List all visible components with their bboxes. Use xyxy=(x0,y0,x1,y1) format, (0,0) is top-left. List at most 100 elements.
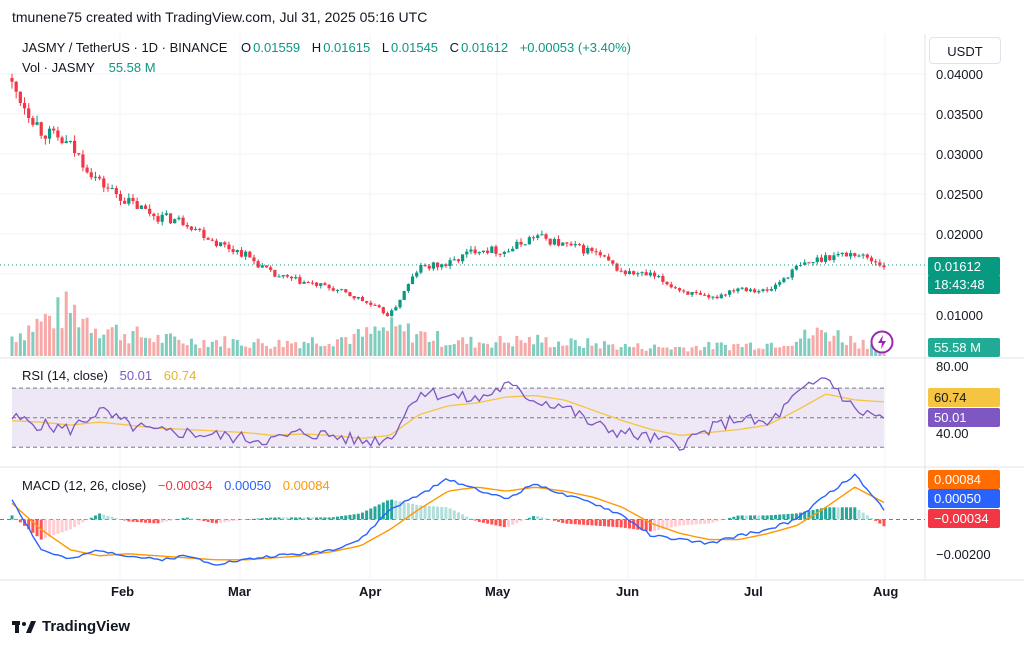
low-label: L xyxy=(381,40,390,55)
candle-body xyxy=(719,294,723,299)
macd-hist-bar xyxy=(52,519,56,536)
volume-bar xyxy=(565,345,569,356)
macd-hist-bar xyxy=(757,515,761,520)
candle-body xyxy=(682,290,686,292)
macd-hist-bar xyxy=(878,519,882,524)
month-label: Aug xyxy=(873,584,899,599)
macd-hist-bar xyxy=(73,519,77,528)
candle-body xyxy=(594,251,598,253)
volume-bar xyxy=(448,345,452,356)
macd-hist-bar xyxy=(244,519,248,520)
candle-body xyxy=(148,208,152,214)
candle-body xyxy=(85,167,89,173)
macd-signal-value: 0.00084 xyxy=(282,478,330,493)
volume-bar xyxy=(440,346,444,356)
candle-body xyxy=(723,294,728,296)
volume-bar xyxy=(819,329,823,356)
volume-bar xyxy=(27,325,31,356)
macd-hist-bar xyxy=(98,513,102,520)
macd-hist-bar xyxy=(519,519,523,522)
macd-hist-bar xyxy=(502,519,506,528)
macd-hist-bar xyxy=(131,519,135,522)
macd-hist-bar xyxy=(544,518,548,520)
macd-hist-bar xyxy=(644,519,648,531)
volume-bar xyxy=(744,343,748,356)
symbol-title: JASMY / TetherUS · 1D · BINANCE xyxy=(22,40,228,55)
volume-bar xyxy=(657,346,661,356)
candle-body xyxy=(160,214,164,222)
candle-body xyxy=(753,289,757,293)
volume-bar xyxy=(590,345,594,356)
volume-bar xyxy=(569,338,573,356)
macd-hist-bar xyxy=(665,519,669,529)
macd-hist-bar xyxy=(298,517,302,520)
macd-hist-bar xyxy=(10,515,14,520)
candle-body xyxy=(573,244,577,246)
candle-body xyxy=(202,229,206,238)
macd-hist-bar xyxy=(152,519,156,524)
candle-body xyxy=(819,257,824,262)
macd-hist-bar xyxy=(465,516,469,520)
candle-body xyxy=(448,260,452,266)
macd-hist-bar xyxy=(782,514,786,520)
volume-bar xyxy=(386,331,390,356)
volume-bar xyxy=(748,342,752,356)
candle-body xyxy=(757,291,761,293)
macd-hist-bar xyxy=(281,517,285,520)
macd-hist-bar xyxy=(285,517,289,520)
macd-hist-bar xyxy=(511,519,515,525)
macd-hist-bar xyxy=(118,519,122,520)
candle-body xyxy=(602,255,607,257)
candle-body xyxy=(456,259,461,262)
volume-bar xyxy=(506,342,510,356)
volume-bar xyxy=(331,346,335,356)
volume-bar xyxy=(319,346,323,356)
currency-button[interactable]: USDT xyxy=(929,37,1001,64)
volume-bar xyxy=(807,338,811,356)
candle-body xyxy=(823,255,828,262)
macd-hist-bar xyxy=(456,512,460,520)
volume-bar xyxy=(707,341,711,356)
candle-body xyxy=(431,262,435,269)
volume-bar xyxy=(719,342,723,356)
candle-body xyxy=(273,269,277,277)
candle-body xyxy=(244,251,248,257)
macd-hist-bar xyxy=(139,519,143,523)
lightning-icon[interactable] xyxy=(870,330,894,354)
macd-hist-bar xyxy=(398,501,402,520)
macd-hist-bar xyxy=(723,519,727,520)
volume-bar xyxy=(732,344,736,356)
macd-histogram xyxy=(0,499,925,540)
candle-body xyxy=(323,283,327,285)
macd-hist-tag: −0.00034 xyxy=(928,509,1000,528)
volume-bar xyxy=(765,343,769,356)
candle-body xyxy=(644,272,648,276)
volume-bar xyxy=(740,347,744,356)
candle-body xyxy=(552,239,556,245)
macd-hist-bar xyxy=(231,519,235,522)
macd-hist-bar xyxy=(419,505,423,520)
volume-bar xyxy=(607,344,611,356)
macd-hist-bar xyxy=(114,518,118,520)
macd-hist-bar xyxy=(694,519,698,525)
candle-body xyxy=(844,252,849,257)
candle-body xyxy=(352,296,356,299)
candle-body xyxy=(269,267,273,270)
tradingview-logo[interactable]: TradingView xyxy=(12,618,130,635)
volume-bar xyxy=(832,335,836,356)
macd-hist-bar xyxy=(573,519,577,525)
macd-hist-bar xyxy=(452,510,456,520)
candle-body xyxy=(627,271,632,275)
volume-bar xyxy=(861,339,865,356)
macd-hist-bar xyxy=(365,510,369,520)
candle-body xyxy=(569,243,573,246)
gridlines xyxy=(0,34,1024,581)
macd-hist-bar xyxy=(235,519,239,521)
volume-bar xyxy=(260,343,264,356)
macd-hist-bar xyxy=(369,508,373,520)
macd-hist-bar xyxy=(615,519,619,528)
volume-bar xyxy=(527,337,531,356)
volume-bar xyxy=(198,348,202,356)
volume-bar xyxy=(52,328,56,356)
